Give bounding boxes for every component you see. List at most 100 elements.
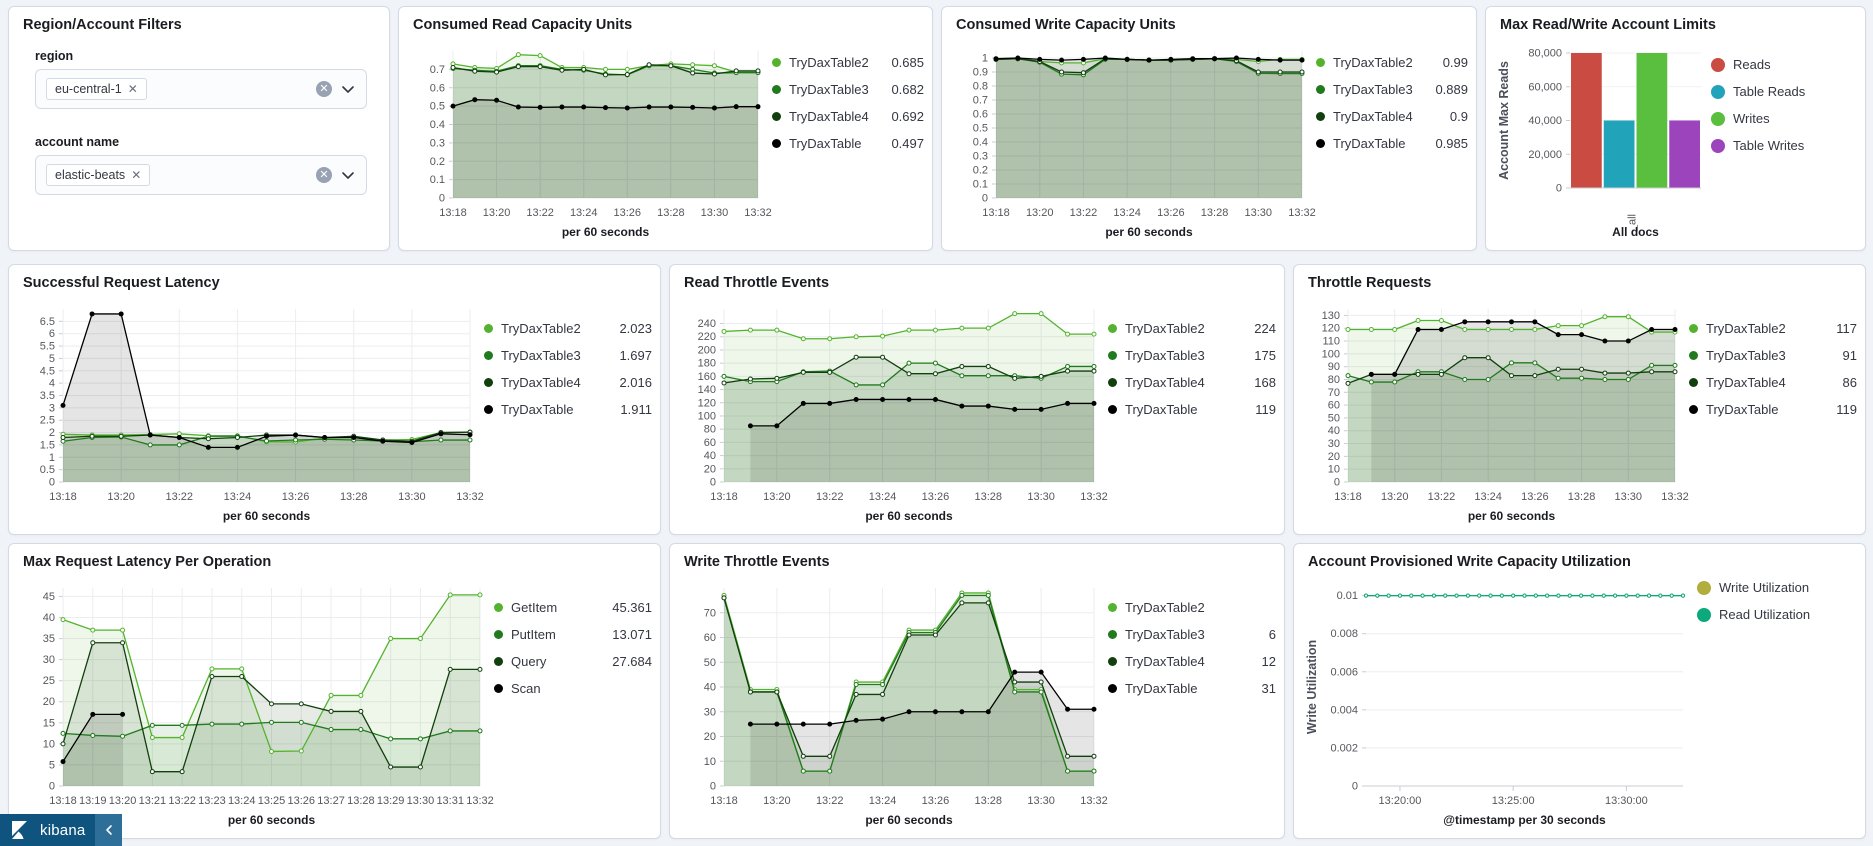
write-throttle-events-chart[interactable]: 0 10 20 30 40 50 60 70 13:18 13:20 13:22 13:24 13:26… bbox=[678, 576, 1276, 832]
svg-text:13:22: 13:22 bbox=[816, 491, 844, 503]
legend-item-read-utilization[interactable]: Read Utilization bbox=[1697, 607, 1857, 622]
legend-color-dot bbox=[1108, 603, 1117, 612]
legend-item-trydaxtable2[interactable]: TryDaxTable2 117 bbox=[1689, 321, 1857, 336]
legend-item-scan[interactable]: Scan bbox=[494, 681, 652, 696]
svg-text:13:26: 13:26 bbox=[614, 207, 642, 219]
legend-color-dot bbox=[1108, 378, 1117, 387]
legend-item-putitem[interactable]: PutItem 13.071 bbox=[494, 627, 652, 642]
region-select[interactable]: eu-central-1 ✕ ✕ bbox=[35, 69, 367, 109]
legend-item-trydaxtable3[interactable]: TryDaxTable3 91 bbox=[1689, 348, 1857, 363]
svg-text:@timestamp per 30 seconds: @timestamp per 30 seconds bbox=[1443, 813, 1606, 827]
legend-item-query[interactable]: Query 27.684 bbox=[494, 654, 652, 669]
svg-text:13:28: 13:28 bbox=[1201, 207, 1229, 219]
legend-value: 27.684 bbox=[612, 654, 652, 669]
svg-text:13:18: 13:18 bbox=[710, 795, 738, 807]
legend-item-trydaxtable2[interactable]: TryDaxTable2 2.023 bbox=[484, 321, 652, 336]
svg-text:0.5: 0.5 bbox=[430, 101, 445, 113]
legend-item-trydaxtable2[interactable]: TryDaxTable2 0.685 bbox=[772, 55, 924, 70]
kibana-logo-area[interactable]: kibana bbox=[0, 814, 96, 846]
panel-title: Write Throttle Events bbox=[684, 554, 830, 570]
chevron-down-icon[interactable] bbox=[340, 81, 356, 97]
svg-text:per 60 seconds: per 60 seconds bbox=[865, 813, 953, 827]
legend-color-dot bbox=[1108, 684, 1117, 693]
legend-item-trydaxtable2[interactable]: TryDaxTable2 bbox=[1108, 600, 1276, 615]
collapse-chevron-left-icon[interactable] bbox=[95, 814, 123, 846]
svg-text:80: 80 bbox=[1328, 374, 1340, 386]
svg-text:13:20: 13:20 bbox=[109, 795, 137, 807]
legend-item-trydaxtable3[interactable]: TryDaxTable3 1.697 bbox=[484, 348, 652, 363]
write-capacity-utilization-chart[interactable]: 0 0.002 0.004 0.006 0.008 0.01 13:20:00 13:25:0… bbox=[1302, 576, 1857, 832]
chevron-down-icon[interactable] bbox=[340, 167, 356, 183]
svg-text:13:32: 13:32 bbox=[1080, 491, 1108, 503]
legend-label: Scan bbox=[511, 681, 541, 696]
clear-region-icon[interactable]: ✕ bbox=[316, 81, 332, 97]
legend-item-table-writes[interactable]: Table Writes bbox=[1711, 138, 1857, 153]
legend-item-trydaxtable4[interactable]: TryDaxTable4 0.692 bbox=[772, 109, 924, 124]
svg-text:Write Utilization: Write Utilization bbox=[1305, 640, 1319, 734]
max-account-limits-chart[interactable]: 0 20,000 40,000 60,000 80,000 _all All docs Acc… bbox=[1494, 39, 1857, 244]
svg-text:40,000: 40,000 bbox=[1528, 115, 1562, 127]
svg-text:13:28: 13:28 bbox=[657, 207, 685, 219]
read-throttle-events-chart[interactable]: 0 20 40 60 80 100 120 140 160 180 200 220 240 13:18 13… bbox=[678, 297, 1276, 528]
legend-item-trydaxtable[interactable]: TryDaxTable 0.497 bbox=[772, 136, 924, 151]
legend-color-dot bbox=[1316, 139, 1325, 148]
legend-value: 119 bbox=[1836, 402, 1857, 417]
legend-item-table-reads[interactable]: Table Reads bbox=[1711, 84, 1857, 99]
legend-item-getitem[interactable]: GetItem 45.361 bbox=[494, 600, 652, 615]
legend-value: 0.889 bbox=[1435, 82, 1468, 97]
throttle-requests-chart[interactable]: 0 10 20 30 40 50 60 70 80 90 100 110 120 130 13:18 13:2… bbox=[1302, 297, 1857, 528]
legend-color-dot bbox=[1108, 324, 1117, 333]
legend-item-trydaxtable[interactable]: TryDaxTable 119 bbox=[1689, 402, 1857, 417]
legend-item-trydaxtable2[interactable]: TryDaxTable2 224 bbox=[1108, 321, 1276, 336]
successful-request-latency-chart[interactable]: 0 0.5 1 1.5 2 2.5 3 3.5 4 4.5 5 5.5 6 6.5 13:18 13:20 13… bbox=[17, 297, 652, 528]
svg-text:per 60 seconds: per 60 seconds bbox=[865, 509, 953, 523]
legend-item-trydaxtable4[interactable]: TryDaxTable4 168 bbox=[1108, 375, 1276, 390]
legend-item-reads[interactable]: Reads bbox=[1711, 57, 1857, 72]
legend-label: TryDaxTable bbox=[1333, 136, 1406, 151]
svg-text:4: 4 bbox=[49, 378, 55, 390]
legend-value: 0.682 bbox=[891, 82, 924, 97]
svg-text:160: 160 bbox=[698, 371, 716, 383]
legend-item-trydaxtable[interactable]: TryDaxTable 31 bbox=[1108, 681, 1276, 696]
legend-item-trydaxtable3[interactable]: TryDaxTable3 6 bbox=[1108, 627, 1276, 642]
legend-item-trydaxtable3[interactable]: TryDaxTable3 0.889 bbox=[1316, 82, 1468, 97]
account-name-select[interactable]: elastic-beats ✕ ✕ bbox=[35, 155, 367, 195]
legend-color-dot bbox=[484, 405, 493, 414]
legend-item-write-utilization[interactable]: Write Utilization bbox=[1697, 580, 1857, 595]
svg-text:4.5: 4.5 bbox=[40, 365, 55, 377]
svg-text:20: 20 bbox=[1328, 451, 1340, 463]
legend-item-trydaxtable4[interactable]: TryDaxTable4 86 bbox=[1689, 375, 1857, 390]
legend-label: Reads bbox=[1733, 57, 1771, 72]
remove-region-icon[interactable]: ✕ bbox=[127, 82, 138, 96]
svg-text:110: 110 bbox=[1322, 336, 1340, 348]
svg-text:0: 0 bbox=[1334, 477, 1340, 489]
svg-text:200: 200 bbox=[698, 344, 716, 356]
consumed-read-capacity-chart[interactable]: 0 0.1 0.2 0.3 0.4 0.5 0.6 0.7 13:18 13:20 13:22 13:… bbox=[407, 39, 924, 244]
legend-item-trydaxtable[interactable]: TryDaxTable 119 bbox=[1108, 402, 1276, 417]
legend-color-dot bbox=[1711, 84, 1725, 99]
remove-account-icon[interactable]: ✕ bbox=[131, 168, 142, 182]
max-account-limits-panel: Max Read/Write Account Limits 0 20,000 40,… bbox=[1485, 6, 1866, 251]
svg-text:13:27: 13:27 bbox=[317, 795, 345, 807]
svg-text:100: 100 bbox=[1322, 348, 1340, 360]
legend-item-writes[interactable]: Writes bbox=[1711, 111, 1857, 126]
region-selected-badge[interactable]: eu-central-1 ✕ bbox=[46, 78, 147, 100]
consumed-write-capacity-chart[interactable]: 0 0.1 0.2 0.3 0.4 0.5 0.6 0.7 0.8 0.9 1 13:18 13:20 1… bbox=[950, 39, 1468, 244]
legend-item-trydaxtable2[interactable]: TryDaxTable2 0.99 bbox=[1316, 55, 1468, 70]
svg-text:13:30: 13:30 bbox=[398, 491, 426, 503]
legend-color-dot bbox=[1711, 138, 1725, 153]
legend-item-trydaxtable3[interactable]: TryDaxTable3 175 bbox=[1108, 348, 1276, 363]
legend-item-trydaxtable4[interactable]: TryDaxTable4 12 bbox=[1108, 654, 1276, 669]
legend-item-trydaxtable[interactable]: TryDaxTable 1.911 bbox=[484, 402, 652, 417]
svg-text:1: 1 bbox=[982, 53, 988, 65]
legend-item-trydaxtable3[interactable]: TryDaxTable3 0.682 bbox=[772, 82, 924, 97]
account-selected-badge[interactable]: elastic-beats ✕ bbox=[46, 164, 151, 186]
clear-account-icon[interactable]: ✕ bbox=[316, 167, 332, 183]
max-request-latency-chart[interactable]: 0 5 10 15 20 25 30 35 40 45 13:18 13:19 13:20 13:21 13… bbox=[17, 576, 652, 832]
legend-item-trydaxtable[interactable]: TryDaxTable 0.985 bbox=[1316, 136, 1468, 151]
legend-item-trydaxtable4[interactable]: TryDaxTable4 2.016 bbox=[484, 375, 652, 390]
legend-item-trydaxtable4[interactable]: TryDaxTable4 0.9 bbox=[1316, 109, 1468, 124]
svg-text:13:20: 13:20 bbox=[107, 491, 135, 503]
svg-text:13:20: 13:20 bbox=[483, 207, 511, 219]
